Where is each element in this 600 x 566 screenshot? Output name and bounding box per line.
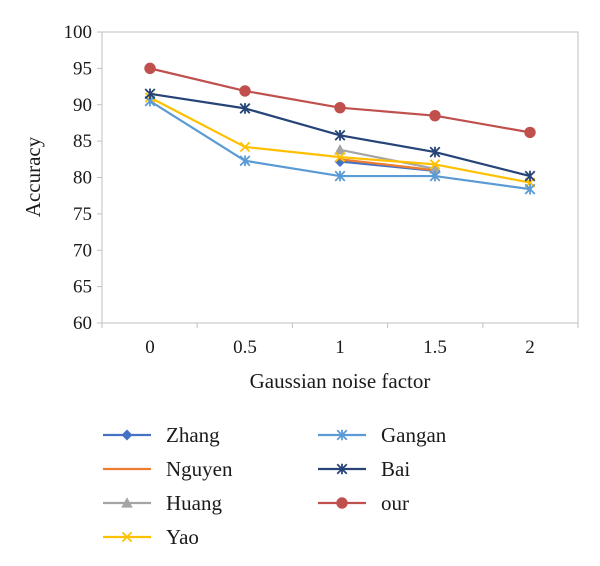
legend-item-yao: Yao: [103, 525, 199, 549]
data-point-our: [429, 109, 441, 122]
x-tick-label: 0: [145, 337, 155, 358]
legend-marker-yao: [121, 531, 133, 543]
legend-label-zhang: Zhang: [166, 423, 220, 447]
data-point-our: [524, 126, 536, 139]
y-tick-label: 80: [73, 168, 92, 189]
legend: Zhang Nguyen Huang Yao Gangan Bai our: [103, 423, 447, 549]
data-point-bai: [524, 170, 536, 182]
legend-label-nguyen: Nguyen: [166, 457, 233, 481]
legend-marker-our: [336, 497, 348, 509]
y-tick-label: 65: [73, 277, 92, 298]
legend-label-bai: Bai: [381, 457, 410, 481]
data-point-gangan: [524, 183, 536, 195]
y-tick-label: 85: [73, 131, 92, 152]
data-point-yao: [334, 151, 346, 163]
legend-label-our: our: [381, 491, 409, 515]
series-bai: [144, 88, 536, 182]
series-line-nguyen: [339, 158, 436, 172]
series-our: [144, 62, 536, 139]
legend-marker-bai: [336, 463, 348, 475]
legend-label-huang: Huang: [166, 491, 222, 515]
y-axis-ticks: 60 65 70 75 80 85 90 95 100: [64, 22, 102, 334]
legend-item-bai: Bai: [318, 457, 410, 481]
data-point-yao: [429, 159, 441, 170]
data-point-bai: [144, 88, 156, 100]
data-point-huang: [334, 144, 346, 155]
y-tick-label: 95: [73, 58, 92, 79]
data-point-gangan: [334, 170, 346, 182]
data-point-our: [334, 101, 346, 114]
data-point-yao: [239, 141, 251, 153]
x-tick-label: 1.5: [423, 337, 447, 358]
legend-item-gangan: Gangan: [318, 423, 447, 447]
legend-item-zhang: Zhang: [103, 423, 220, 447]
series-line-our: [149, 67, 531, 134]
series-nguyen: [339, 158, 436, 172]
x-tick-label: 0.5: [233, 337, 257, 358]
legend-marker-gangan: [336, 429, 348, 441]
legend-item-our: our: [318, 491, 409, 515]
y-tick-label: 100: [64, 22, 93, 43]
data-point-our: [239, 85, 251, 97]
x-axis-ticks: 0 0.5 1 1.5 2: [101, 323, 579, 358]
data-point-huang: [429, 162, 441, 174]
legend-marker-zhang: [121, 429, 133, 441]
data-point-bai: [429, 146, 441, 158]
y-tick-label: 70: [73, 240, 92, 261]
legend-marker-huang: [121, 497, 133, 508]
legend-label-gangan: Gangan: [381, 423, 447, 447]
x-tick-label: 2: [525, 337, 535, 358]
legend-item-huang: Huang: [103, 491, 222, 515]
data-point-our: [144, 62, 156, 75]
legend-label-yao: Yao: [166, 525, 199, 549]
data-point-gangan: [429, 170, 441, 182]
series-line-huang: [339, 148, 436, 170]
y-tick-label: 75: [73, 204, 92, 225]
series-huang: [334, 144, 441, 174]
y-tick-label: 90: [73, 95, 92, 116]
data-point-bai: [334, 129, 346, 141]
x-tick-label: 1: [335, 337, 345, 358]
y-tick-label: 60: [73, 313, 92, 334]
x-axis-title: Gaussian noise factor: [250, 369, 431, 393]
y-axis-title: Accuracy: [21, 136, 45, 217]
data-point-bai: [239, 102, 251, 114]
data-point-gangan: [239, 155, 251, 167]
legend-item-nguyen: Nguyen: [103, 457, 233, 481]
series-layer: [144, 62, 536, 195]
